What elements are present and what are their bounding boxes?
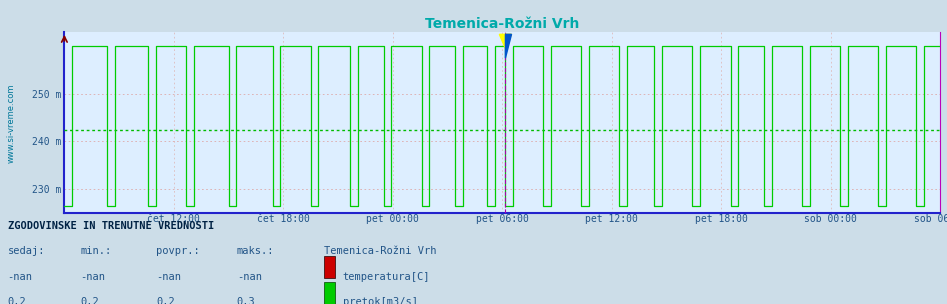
Text: -nan: -nan bbox=[80, 272, 105, 282]
Text: 0,2: 0,2 bbox=[8, 297, 27, 304]
Text: -nan: -nan bbox=[156, 272, 181, 282]
Text: 0,2: 0,2 bbox=[80, 297, 99, 304]
Text: Temenica-Rožni Vrh: Temenica-Rožni Vrh bbox=[324, 246, 437, 256]
Text: sedaj:: sedaj: bbox=[8, 246, 45, 256]
Text: ZGODOVINSKE IN TRENUTNE VREDNOSTI: ZGODOVINSKE IN TRENUTNE VREDNOSTI bbox=[8, 221, 214, 231]
Text: povpr.:: povpr.: bbox=[156, 246, 200, 256]
Title: Temenica-Rožni Vrh: Temenica-Rožni Vrh bbox=[425, 17, 580, 31]
Polygon shape bbox=[506, 34, 511, 58]
Text: 0,3: 0,3 bbox=[237, 297, 256, 304]
Text: -nan: -nan bbox=[8, 272, 32, 282]
Text: www.si-vreme.com: www.si-vreme.com bbox=[7, 83, 16, 163]
Bar bbox=[324, 256, 335, 278]
Bar bbox=[324, 282, 335, 304]
Text: min.:: min.: bbox=[80, 246, 112, 256]
Text: -nan: -nan bbox=[237, 272, 261, 282]
Text: maks.:: maks.: bbox=[237, 246, 275, 256]
Text: temperatura[C]: temperatura[C] bbox=[343, 272, 430, 282]
Polygon shape bbox=[499, 34, 511, 49]
Text: pretok[m3/s]: pretok[m3/s] bbox=[343, 297, 418, 304]
Text: 0,2: 0,2 bbox=[156, 297, 175, 304]
